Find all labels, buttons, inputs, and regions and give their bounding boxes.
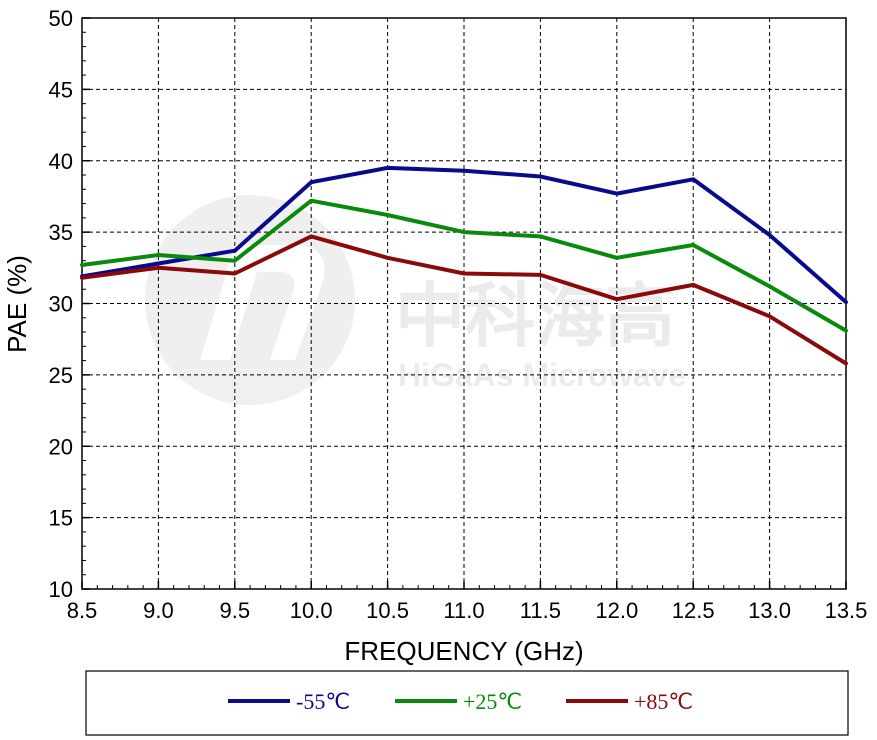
x-tick-label: 12.0 xyxy=(595,598,638,623)
x-axis-title: FREQUENCY (GHz) xyxy=(344,636,583,666)
x-tick-label: 11.0 xyxy=(443,598,484,623)
series-line xyxy=(80,234,848,366)
y-tick-label: 45 xyxy=(49,77,73,102)
legend: -55℃ +25℃ +85℃ xyxy=(228,689,693,714)
y-tick-labels: 10 15 20 25 30 35 40 45 50 xyxy=(49,6,73,602)
series-line xyxy=(80,198,848,333)
x-tick-label: 11.5 xyxy=(520,598,561,623)
y-tick-label: 50 xyxy=(49,6,73,31)
watermark-logo xyxy=(145,195,355,405)
legend-label: +25℃ xyxy=(463,689,522,714)
watermark: 中科海高 HiGaAs Microwave xyxy=(145,195,686,405)
y-tick-label: 15 xyxy=(49,506,73,531)
x-tick-labels: 8.5 9.0 9.5 10.0 10.5 11.0 11.5 12.0 12.5 13.0 13.… xyxy=(67,598,868,623)
x-tick-label: 13.5 xyxy=(825,598,868,623)
grid xyxy=(82,18,846,589)
y-tick-label: 30 xyxy=(49,292,73,317)
legend-label: +85℃ xyxy=(634,689,693,714)
ticks xyxy=(81,17,847,590)
watermark-title: 中科海高 xyxy=(395,277,675,355)
y-tick-label: 35 xyxy=(49,220,73,245)
legend-label: -55℃ xyxy=(296,689,350,714)
series-line xyxy=(80,165,848,305)
series xyxy=(80,165,848,366)
y-tick-label: 40 xyxy=(49,149,73,174)
y-axis-title: PAE (%) xyxy=(2,255,32,353)
x-tick-label: 10.5 xyxy=(366,598,409,623)
x-tick-label: 9.5 xyxy=(220,598,251,623)
legend-box xyxy=(85,670,849,736)
x-tick-label: 10.0 xyxy=(290,598,333,623)
x-tick-label: 13.0 xyxy=(748,598,791,623)
x-tick-label: 8.5 xyxy=(67,598,98,623)
y-tick-label: 25 xyxy=(49,363,73,388)
x-tick-label: 12.5 xyxy=(672,598,715,623)
y-tick-label: 20 xyxy=(49,434,73,459)
y-tick-label: 10 xyxy=(49,577,73,602)
x-tick-label: 9.0 xyxy=(143,598,174,623)
